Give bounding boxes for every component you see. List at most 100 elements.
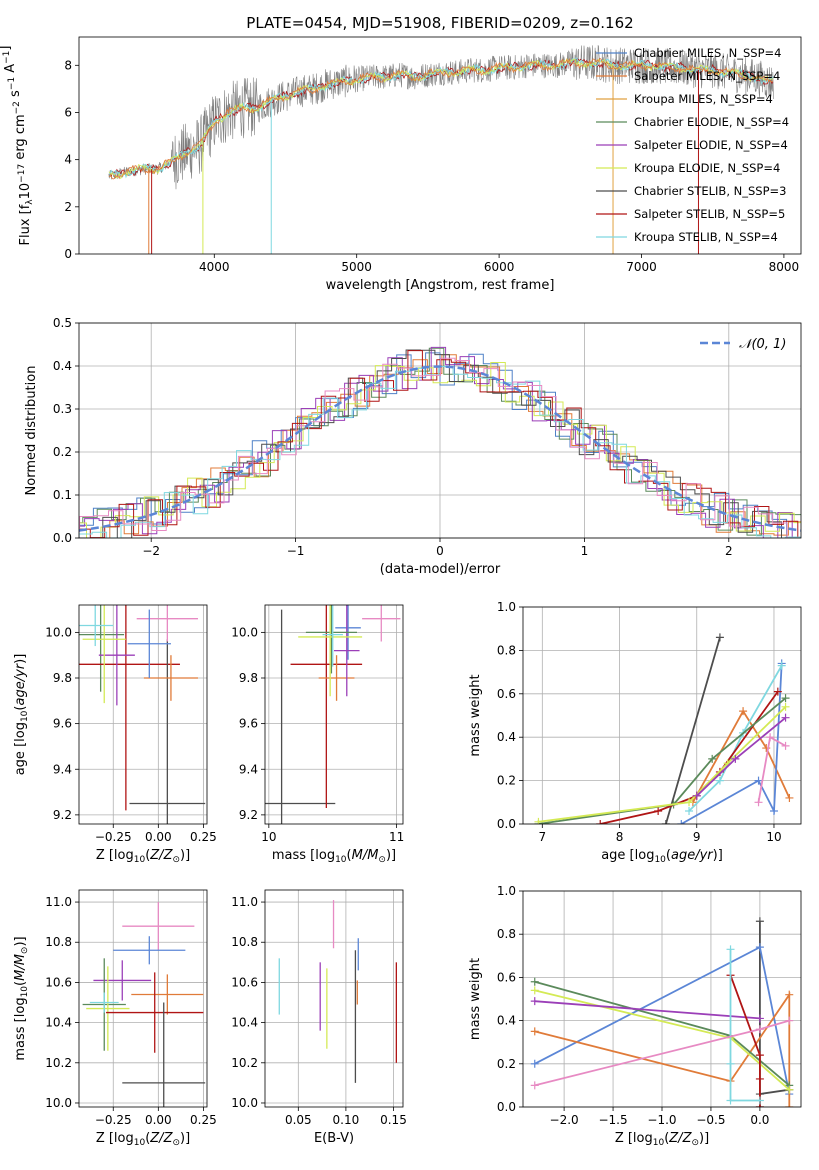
y-tick-label: 0.0 (497, 1100, 516, 1114)
y-tick-label: 10.8 (231, 935, 258, 949)
y-tick-label: 9.2 (53, 808, 72, 822)
mass-weight-marker (755, 1014, 764, 1023)
mass-weight-marker (530, 997, 539, 1006)
legend-label: Kroupa MILES, N_SSP=4 (634, 92, 773, 106)
residual-histogram-step (79, 354, 801, 538)
x-axis-label: age [log10(age/yr)] (601, 848, 723, 865)
mass-weight-marker (773, 687, 782, 696)
plot-area-age_vs_mass (265, 605, 401, 824)
mass-weight-marker (785, 793, 794, 802)
y-tick-label: 10.6 (45, 975, 72, 989)
mass-weight-line (680, 663, 783, 824)
y-tick-label: 10.0 (231, 1096, 258, 1110)
chart-residuals: −2 −1 0 1 2 0.0 0.1 0.2 0.3 0.4 0.5 𝒩(0, 1) (data-mo… (24, 316, 802, 577)
plot-frame (78, 604, 208, 825)
plot-area-age_vs_Z (79, 605, 206, 824)
y-axis-label: Normed distribution (24, 366, 39, 496)
x-tick-label: 4000 (199, 260, 230, 274)
mass-weight-line (696, 717, 787, 797)
legend-label: Salpeter MILES, N_SSP=4 (634, 69, 780, 83)
y-tick-label: 0.0 (53, 531, 72, 545)
mass-weight-marker (781, 741, 790, 750)
mass-weight-marker (781, 713, 790, 722)
chart-mass_vs_Z: −0.25 0.00 0.25 10.0 10.2 10.4 10.6 10.8 11.0 Z [… (13, 889, 217, 1148)
y-tick-label: 0.2 (497, 774, 516, 788)
x-tick-label: 0 (436, 544, 444, 558)
x-tick-label: −0.5 (696, 1113, 725, 1127)
chart-age_vs_mass: 10 11 9.2 9.4 9.6 9.8 10.0 mass [log10(M/M⊙)] (231, 604, 404, 865)
y-tick-label: 4 (64, 153, 72, 167)
mass-weight-marker (785, 1103, 794, 1107)
x-tick-label: 6000 (484, 260, 515, 274)
plot-area-mass_vs_EBV (278, 900, 397, 1083)
y-tick-label: 6 (64, 105, 72, 119)
y-tick-label: 0.4 (497, 1014, 516, 1028)
mass-weight-line (665, 637, 721, 824)
y-tick-label: 0.2 (497, 1057, 516, 1071)
x-tick-label: 10 (766, 830, 781, 844)
mass-weight-marker (685, 806, 694, 815)
y-tick-label: 0.6 (497, 970, 516, 984)
y-tick-label: 0.8 (497, 643, 516, 657)
legend-label: 𝒩(0, 1) (739, 337, 786, 352)
gaussian-reference-curve (79, 365, 801, 532)
mass-weight-marker (781, 702, 790, 711)
chart-age_vs_Z: −0.25 0.00 0.25 9.2 9.4 9.6 9.8 10.0 Z [log10(Z/… (13, 604, 217, 865)
y-tick-label: 0.4 (497, 730, 516, 744)
x-axis-label: Z [log10(Z/Z⊙)] (615, 1131, 709, 1148)
plot-area-mass_vs_Z (82, 902, 206, 1107)
chart-spectrum: 4000 5000 6000 7000 8000 0 2 4 6 8 wavelength [Ang… (0, 36, 802, 293)
mass-weight-line (534, 1000, 760, 1020)
mass-weight-marker (692, 791, 701, 800)
x-tick-label: 0.05 (285, 1113, 312, 1127)
mass-weight-marker (685, 798, 694, 807)
y-tick-label: 9.2 (239, 808, 258, 822)
legend-label: Salpeter ELODIE, N_SSP=4 (634, 138, 788, 152)
legend-label: Kroupa ELODIE, N_SSP=4 (634, 161, 780, 175)
y-tick-label: 0.1 (53, 488, 72, 502)
x-tick-label: 8 (616, 830, 624, 844)
legend-label: Chabrier STELIB, N_SSP=3 (634, 184, 786, 198)
x-tick-label: 0.25 (190, 1113, 217, 1127)
x-tick-label: 0.10 (333, 1113, 360, 1127)
mass-weight-marker (726, 1096, 735, 1105)
plot-area-mass_weight_vs_age (534, 633, 794, 824)
mass-weight-marker (530, 986, 539, 995)
y-tick-label: 1.0 (497, 884, 516, 898)
mass-weight-marker (785, 1016, 794, 1025)
mass-weight-marker (777, 661, 786, 670)
mass-weight-marker (754, 798, 763, 807)
y-tick-label: 1.0 (497, 600, 516, 614)
y-tick-label: 0.5 (53, 316, 72, 330)
y-tick-label: 11.0 (45, 895, 72, 909)
mass-weight-line (729, 949, 760, 1102)
y-tick-label: 0.8 (497, 927, 516, 941)
legend-label: Chabrier ELODIE, N_SSP=4 (634, 115, 789, 129)
y-tick-label: 9.6 (53, 717, 72, 731)
y-axis-label: Flux [fλ10−17 erg cm−2 s−1 A−1] (0, 46, 35, 246)
mass-weight-line (759, 921, 790, 1107)
mass-weight-marker (596, 820, 605, 824)
x-tick-label: 7000 (626, 260, 657, 274)
x-tick-label: 0.00 (145, 1113, 172, 1127)
mass-weight-marker (755, 943, 764, 952)
x-tick-label: −2 (142, 544, 160, 558)
x-tick-label: −1.5 (598, 1113, 627, 1127)
y-tick-label: 10.8 (45, 935, 72, 949)
y-tick-label: 10.4 (45, 1016, 72, 1030)
mass-weight-marker (530, 1059, 539, 1068)
mass-weight-marker (781, 694, 790, 703)
y-tick-label: 10.2 (231, 1056, 258, 1070)
mass-weight-marker (769, 806, 778, 815)
mass-weight-marker (530, 1081, 539, 1090)
y-tick-label: 0.3 (53, 402, 72, 416)
y-tick-label: 0.0 (497, 817, 516, 831)
x-tick-label: −1 (287, 544, 305, 558)
mass-weight-marker (739, 707, 748, 716)
legend-label: Salpeter STELIB, N_SSP=5 (634, 207, 785, 221)
x-tick-label: 8000 (769, 260, 800, 274)
mass-weight-line (534, 991, 791, 1107)
x-tick-label: −0.25 (95, 830, 132, 844)
mass-weight-marker (530, 977, 539, 986)
residual-histogram-step (79, 347, 801, 536)
